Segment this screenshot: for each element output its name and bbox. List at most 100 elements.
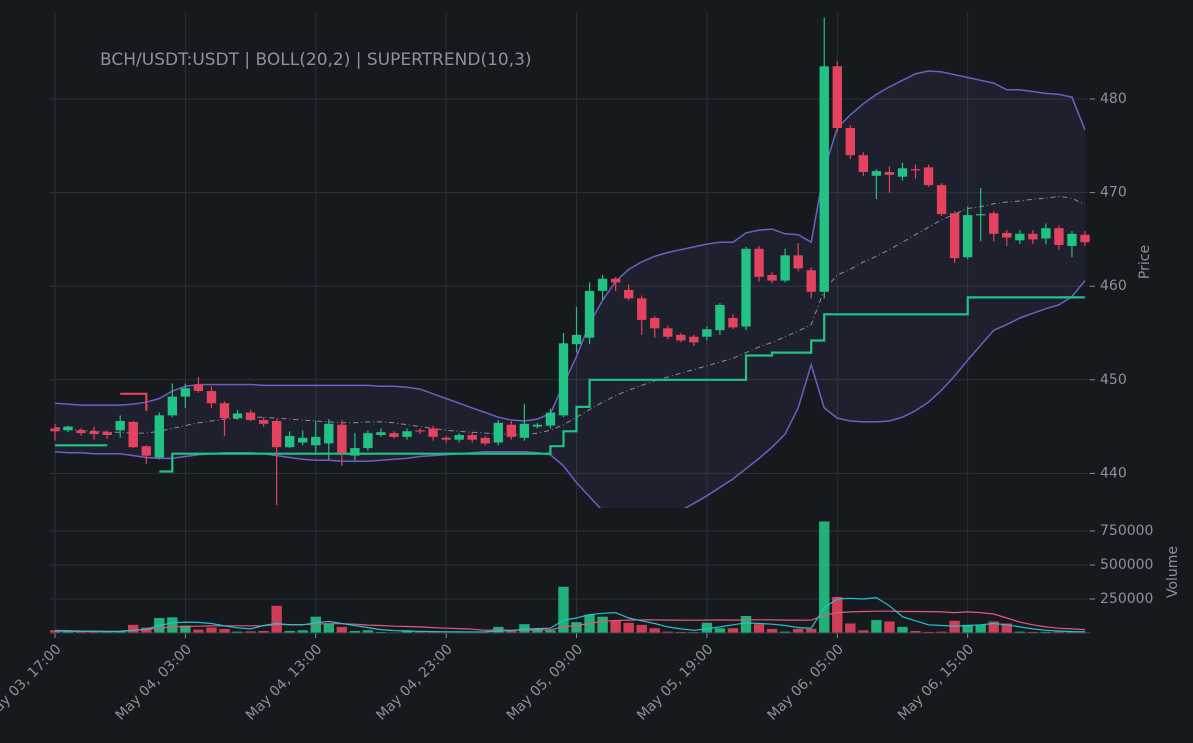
candle-body	[650, 318, 660, 329]
volume-bar	[88, 631, 100, 633]
volume-tick-label: 500000	[1100, 557, 1153, 573]
supertrend-bearish	[120, 392, 148, 411]
volume-bar	[50, 630, 61, 633]
bollinger-middle	[54, 195, 1086, 436]
candle-body	[663, 328, 673, 337]
candle-body	[115, 420, 125, 431]
volume-bar	[740, 615, 752, 633]
volume-bar	[375, 631, 387, 633]
candle-body	[962, 215, 973, 258]
volume-bar	[558, 586, 569, 633]
candle-body	[298, 437, 308, 443]
candle-body	[258, 420, 269, 424]
candle-body	[741, 248, 751, 327]
volume-bar	[219, 628, 230, 633]
volume-bar	[897, 626, 908, 633]
volume-bar	[623, 622, 634, 633]
volume-bar	[75, 631, 87, 633]
candle-body	[545, 412, 556, 426]
volume-bar	[401, 630, 413, 633]
volume-bar	[636, 624, 647, 633]
candle-body	[806, 270, 816, 292]
grid	[50, 12, 1090, 633]
candle-body	[441, 437, 451, 440]
candle-body	[50, 428, 60, 432]
candle-body	[610, 278, 621, 283]
volume-bar	[753, 624, 765, 633]
candle-body	[324, 423, 334, 444]
volume-bar	[62, 631, 74, 633]
volume-bar	[688, 631, 700, 633]
candle-body	[311, 436, 321, 446]
candle-body	[480, 437, 490, 444]
y-axis-label: Price	[1137, 245, 1153, 279]
candle-body	[284, 435, 295, 448]
volume-tick-label: 750000	[1100, 523, 1153, 539]
candle-body	[467, 435, 477, 440]
volume-bar	[545, 630, 556, 633]
candle-body	[76, 430, 86, 434]
candle-body	[989, 213, 999, 234]
volume-bar	[245, 631, 256, 633]
volume-bar	[297, 630, 308, 633]
volume-bar	[167, 617, 178, 633]
volume-bar	[701, 622, 713, 633]
candle-body	[936, 185, 947, 215]
candle-body	[1067, 233, 1077, 246]
candle-body	[767, 274, 777, 281]
candle-body	[454, 435, 464, 440]
volume-bar	[910, 630, 921, 633]
volume-bar	[675, 631, 687, 633]
candle-body	[1015, 233, 1025, 241]
volume-bar	[571, 622, 582, 633]
volume-bar	[779, 631, 791, 633]
volume-bar	[349, 630, 361, 633]
volume-bar	[271, 605, 282, 633]
volume-bar	[323, 623, 334, 633]
candle-body	[167, 396, 178, 416]
candle-body	[415, 430, 425, 432]
candle-body	[493, 422, 503, 443]
candle-body	[780, 255, 790, 281]
volume-bar	[962, 624, 973, 633]
volume-bar	[610, 620, 621, 633]
candle-body	[389, 433, 399, 437]
candle-body	[128, 421, 138, 448]
volume-bar	[806, 628, 817, 633]
volume-bar	[427, 631, 439, 633]
candle-body	[1028, 233, 1038, 240]
volume-bar	[923, 631, 934, 633]
volume-bar	[727, 628, 739, 633]
volume-axis-label: Volume	[1165, 546, 1181, 598]
candle-body	[715, 304, 725, 331]
y-tick-label: 460	[1100, 278, 1127, 294]
volume-bar	[714, 628, 726, 633]
volume-bar	[871, 620, 882, 633]
candle-body	[676, 334, 686, 341]
volume-bar	[101, 631, 113, 633]
candle-body	[532, 424, 543, 427]
volume-bar	[1053, 631, 1065, 633]
volume-panel	[50, 521, 1090, 633]
volume-bar	[819, 521, 830, 633]
volume-bar	[336, 626, 348, 633]
candle-body	[1080, 234, 1090, 243]
candle-body	[819, 66, 829, 292]
candle-body	[363, 433, 373, 449]
candle-body	[623, 289, 634, 299]
candle-body	[428, 428, 438, 437]
candle-body	[871, 171, 882, 176]
candle-body	[232, 413, 243, 419]
candle-body	[206, 391, 217, 404]
candle-body	[976, 214, 986, 216]
volume-bar	[141, 627, 152, 633]
candle-body	[689, 336, 699, 343]
volume-bar	[988, 621, 999, 633]
candle-body	[754, 248, 764, 277]
candle-body	[597, 278, 608, 291]
candle-body	[89, 431, 99, 435]
volume-bar	[1040, 631, 1052, 633]
candle-body	[141, 446, 151, 456]
